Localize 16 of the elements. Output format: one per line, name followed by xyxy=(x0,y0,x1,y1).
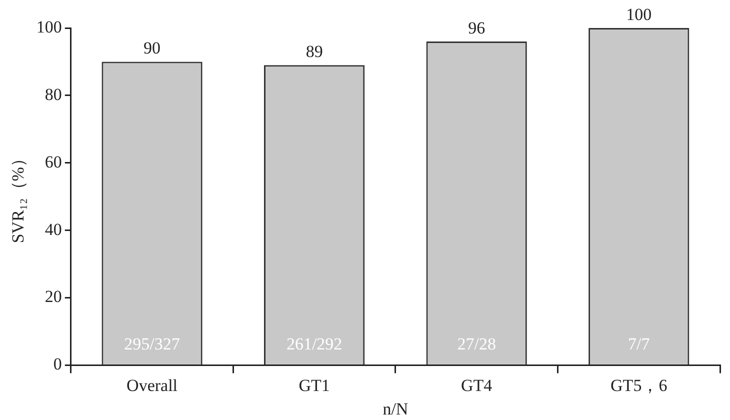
x-tick-label: GT1 xyxy=(298,376,330,395)
x-axis-title: n/N xyxy=(382,399,408,418)
y-axis-title: SVR₁₂（%） xyxy=(8,150,28,244)
data-label: 90 xyxy=(144,38,161,58)
data-label: 100 xyxy=(626,4,652,24)
x-tick-label: Overall xyxy=(126,376,178,395)
x-tick-label: GT5，6 xyxy=(610,376,668,395)
y-tick-label: 0 xyxy=(53,354,62,374)
y-tick-label: 80 xyxy=(44,84,62,104)
y-tick-label: 60 xyxy=(44,152,62,172)
data-label: 96 xyxy=(468,18,486,38)
y-tick-label: 20 xyxy=(44,287,62,306)
x-tick-label: GT4 xyxy=(461,376,493,395)
y-tick-label: 100 xyxy=(36,17,62,36)
data-label: 89 xyxy=(306,42,323,62)
y-tick-label: 40 xyxy=(44,220,62,239)
